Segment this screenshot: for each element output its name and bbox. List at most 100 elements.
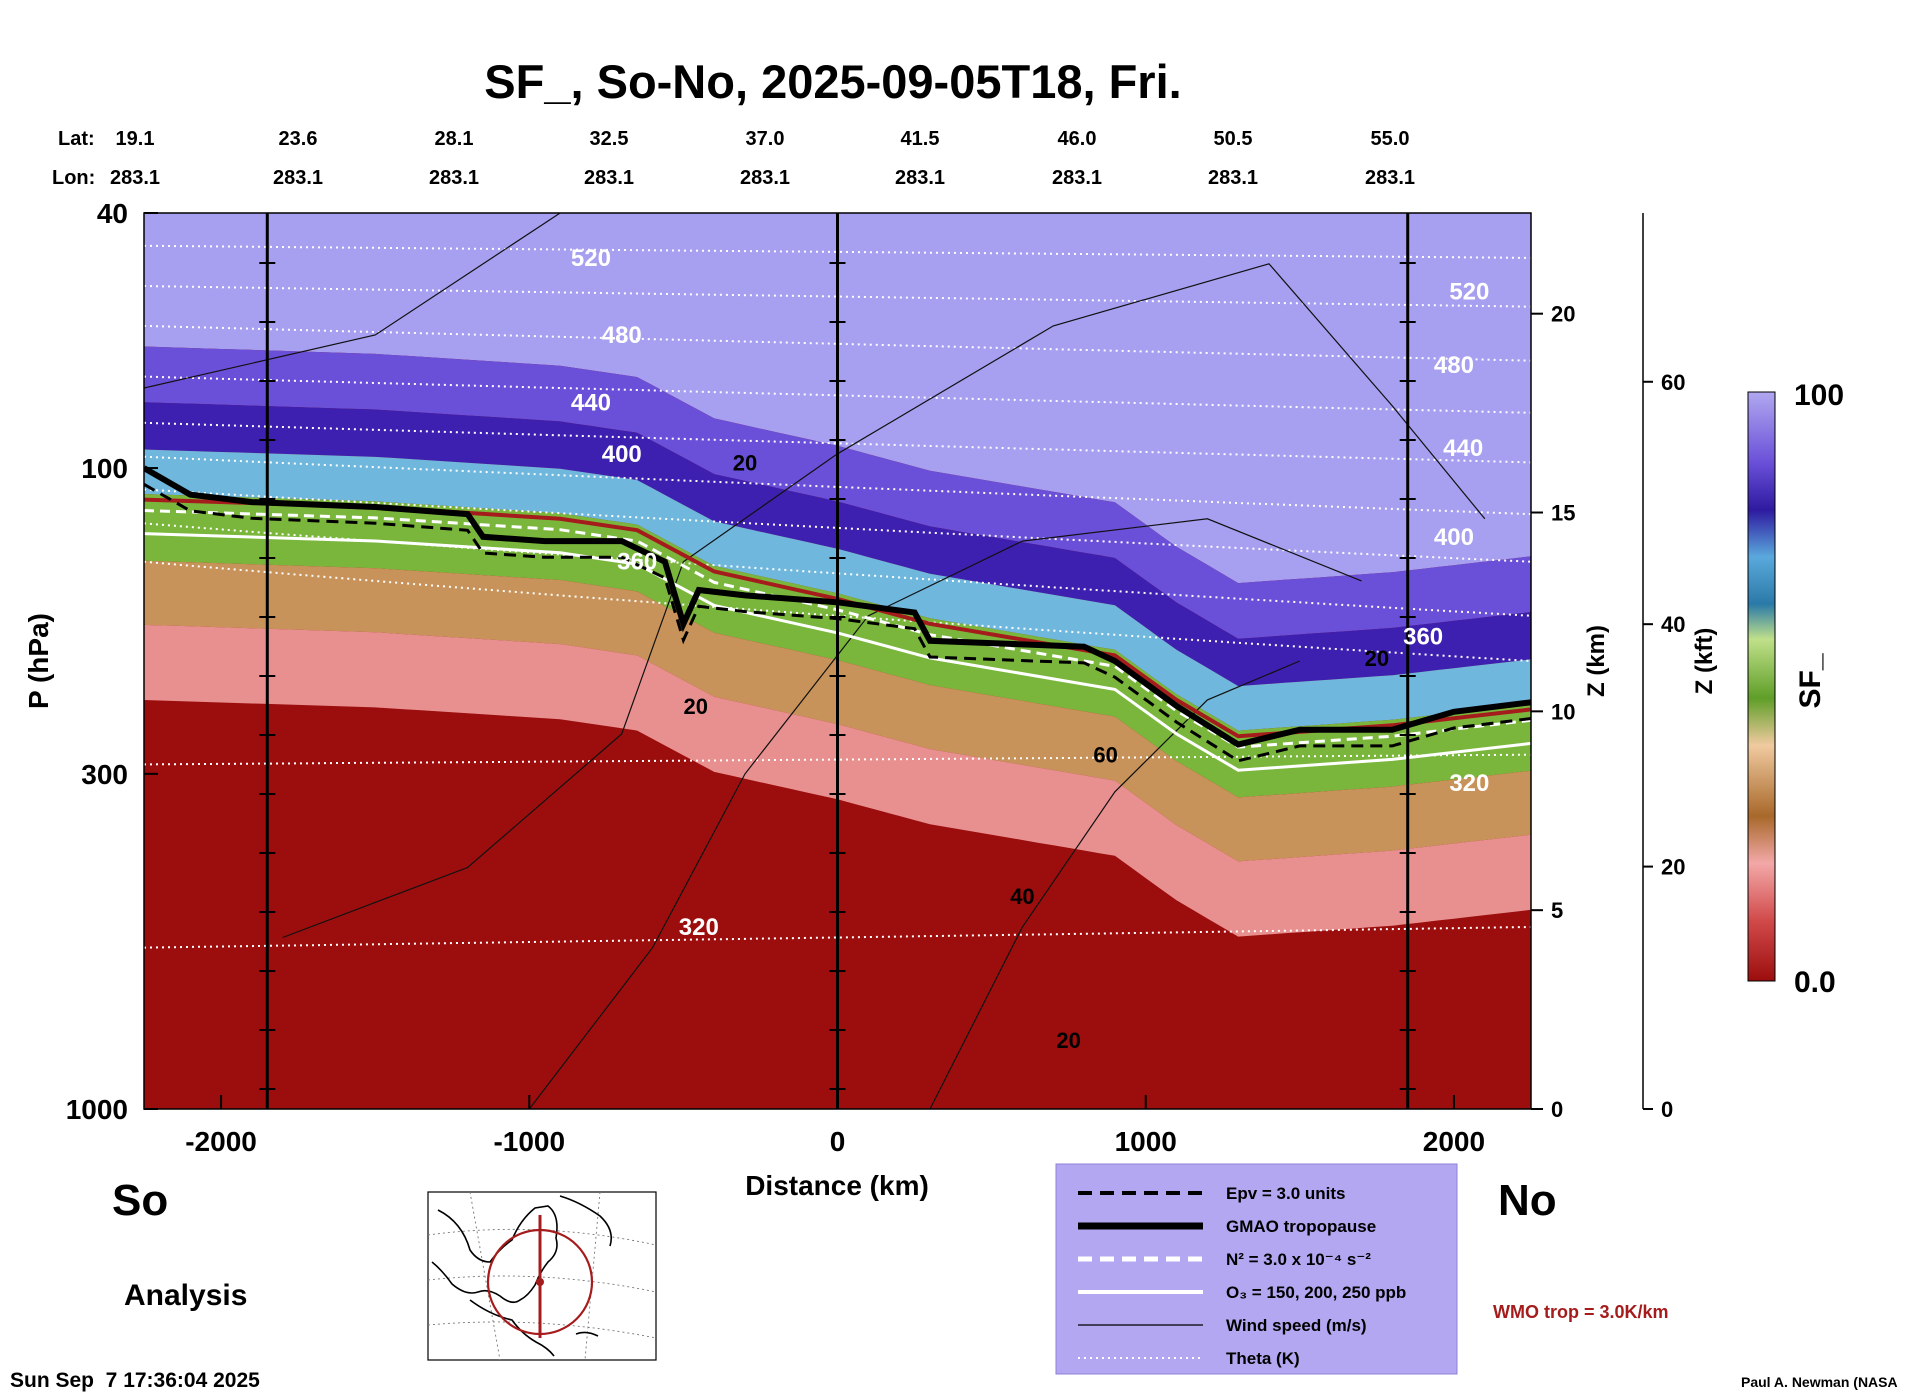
lon-tick-label: 283.1 [584,167,634,189]
z-kft-axis: 0 20 40 60 [1642,213,1685,1122]
lon-tick-label: 283.1 [1052,167,1102,189]
z-kft-tick-label: 20 [1661,855,1685,880]
legend-item-label: O₃ = 150, 200, 250 ppb [1226,1283,1406,1302]
z-kft-tick-label: 40 [1661,612,1685,637]
lon-tick-label: 283.1 [895,167,945,189]
epv-line [144,482,1531,763]
wind-isoline [144,213,561,389]
north-label: No [1498,1176,1557,1225]
theta-contour-label: 480 [1434,352,1474,379]
section-vertical-lines [259,213,1416,1109]
z-km-tick-label: 15 [1551,501,1575,526]
theta-contour-label: 360 [617,549,657,576]
x-tick-label: 1000 [1115,1126,1177,1157]
p-tick-label: 1000 [66,1094,128,1125]
gmao-tropopause-line [144,465,1531,748]
lat-tick-labels: 19.1 23.6 28.1 32.5 37.0 41.5 46.0 50.5 55.0 [116,128,1410,150]
x-tick-label: -2000 [185,1126,257,1157]
lon-row-label: Lon: [52,167,95,189]
wind-contour-label: 40 [1010,884,1034,909]
lat-tick-label: 37.0 [746,128,785,150]
timestamp: Sun Sep 7 17:36:04 2025 [10,1369,260,1392]
lon-tick-label: 283.1 [110,167,160,189]
theta-contour-label: 320 [1449,770,1489,797]
wind-contour-label: 20 [1365,646,1389,671]
legend-item-label: GMAO tropopause [1226,1217,1376,1236]
colorbar-min-label: 0.0 [1794,966,1836,999]
x-tick-label: 0 [830,1126,846,1157]
theta-contour-label: 400 [1434,524,1474,551]
lon-tick-label: 283.1 [1208,167,1258,189]
lon-tick-label: 283.1 [1365,167,1415,189]
analysis-label: Analysis [124,1279,247,1312]
wmo-trop-label: WMO trop = 3.0K/km [1493,1302,1669,1322]
colorbar-label: SF_ [1794,653,1827,708]
legend-item-label: Epv = 3.0 units [1226,1184,1346,1203]
lon-tick-labels: 283.1 283.1 283.1 283.1 283.1 283.1 283.1 283.1… [110,167,1415,189]
section-center-marker [536,1278,544,1286]
colorbar-max-label: 100 [1794,379,1844,412]
theta-contour-label: 520 [1449,278,1489,305]
z-kft-axis-label: Z (kft) [1691,628,1718,695]
lon-tick-label: 283.1 [429,167,479,189]
pressure-axis: 40 100 300 1000 [66,198,158,1125]
lat-tick-label: 55.0 [1371,128,1410,150]
lon-tick-label: 283.1 [740,167,790,189]
z-km-axis-label: Z (km) [1583,625,1610,697]
z-km-tick-label: 0 [1551,1097,1563,1122]
inset-map [427,1191,657,1361]
lat-row-label: Lat: [58,128,95,150]
p-tick-label: 100 [81,453,128,484]
lon-tick-label: 283.1 [273,167,323,189]
z-km-axis: 0 5 10 15 20 [1531,302,1575,1122]
legend-item-label: Theta (K) [1226,1349,1300,1368]
z-km-tick-label: 5 [1551,898,1563,923]
legend-background [1055,1163,1458,1375]
theta-isoline [144,560,1531,662]
z-kft-tick-label: 0 [1661,1097,1673,1122]
legend-item-label: Wind speed (m/s) [1226,1316,1367,1335]
lat-tick-label: 46.0 [1058,128,1097,150]
x-tick-label: 2000 [1423,1126,1485,1157]
contour-labels: 520 520 480 480 440 440 400 400 360 360 320 320 20 20… [571,245,1489,1053]
n2-line [144,509,1531,749]
theta-contour-label: 360 [1403,623,1443,650]
lat-tick-label: 50.5 [1214,128,1253,150]
x-axis: -2000 -1000 0 1000 2000 [185,1095,1485,1157]
theta-isoline [144,522,1531,617]
theta-contour-label: 440 [571,389,611,416]
chart-title: SF_, So-No, 2025-09-05T18, Fri. [484,55,1181,108]
lat-tick-label: 32.5 [590,128,629,150]
theta-contour-label: 400 [602,441,642,468]
wind-isoline [929,660,1301,1109]
wind-isoline [528,518,1362,1109]
wind-contour-label: 20 [733,450,757,475]
lat-tick-label: 41.5 [901,128,940,150]
y-axis-label: P (hPa) [23,613,54,709]
lat-tick-label: 28.1 [435,128,474,150]
colorbar [1747,391,1776,982]
wind-contour-label: 20 [1056,1028,1080,1053]
coastline-icon [431,1195,613,1357]
wind-contour-label: 20 [683,694,707,719]
plot-area: 520 520 480 480 440 440 400 400 360 360 320 320 20 20… [144,213,1531,1109]
tropopause-lines [144,465,1531,772]
lat-tick-label: 23.6 [279,128,318,150]
south-label: So [112,1176,168,1225]
legend: Epv = 3.0 units GMAO tropopause N² = 3.0 x… [1055,1163,1458,1375]
z-km-tick-label: 20 [1551,302,1575,327]
wind-contour-label: 60 [1093,743,1117,768]
theta-contour-label: 320 [679,914,719,941]
z-kft-tick-label: 60 [1661,370,1685,395]
z-km-tick-label: 10 [1551,699,1575,724]
lat-tick-label: 19.1 [116,128,155,150]
theta-contour-label: 480 [602,322,642,349]
x-axis-label: Distance (km) [745,1170,929,1201]
theta-contour-label: 440 [1443,435,1483,462]
theta-contour-label: 520 [571,245,611,272]
legend-item-label: N² = 3.0 x 10⁻⁴ s⁻² [1226,1250,1371,1269]
credit: Paul A. Newman (NASA [1741,1374,1898,1390]
ozone-line [144,532,1531,772]
p-tick-label: 40 [97,198,128,229]
